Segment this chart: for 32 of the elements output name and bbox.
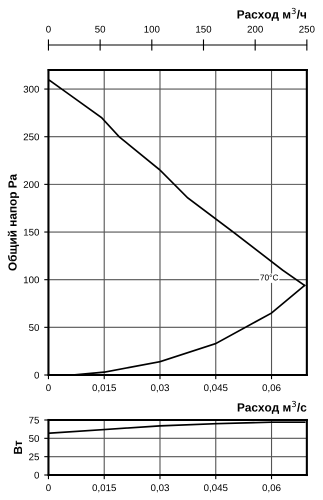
x2-tick-label: 150 bbox=[196, 26, 212, 33]
x-tick-label: 0,015 bbox=[92, 484, 116, 492]
y-tick-label: 100 bbox=[24, 276, 40, 284]
y-tick-label: 0 bbox=[34, 372, 40, 379]
x-tick-label: 0,045 bbox=[204, 384, 228, 392]
y-tick-label: 75 bbox=[29, 416, 40, 424]
x-tick-label: 0 bbox=[46, 384, 51, 392]
x-tick-label: 0 bbox=[46, 484, 51, 492]
x-tick-label: 0,03 bbox=[150, 484, 170, 492]
y-tick-label: 50 bbox=[29, 324, 40, 331]
x-tick-label: 0,015 bbox=[92, 384, 116, 392]
y-tick-label: 50 bbox=[29, 435, 40, 442]
y-tick-label: 300 bbox=[24, 86, 40, 93]
y-tick-label: 150 bbox=[24, 228, 40, 236]
y-axis-title: Вт bbox=[14, 440, 22, 454]
x2-tick-label: 100 bbox=[144, 26, 160, 33]
x2-tick-label: 0 bbox=[46, 26, 51, 33]
annotation: 70°C bbox=[260, 274, 278, 280]
y-tick-label: 25 bbox=[29, 453, 40, 460]
x2-tick-label: 250 bbox=[299, 26, 315, 33]
x-tick-label: 0,06 bbox=[262, 484, 281, 492]
y-axis-title: Общий напор Ра bbox=[8, 174, 20, 271]
x2-axis-title: Расход м$^{3}$/ч bbox=[238, 8, 306, 21]
x-tick-label: 0,045 bbox=[204, 484, 228, 492]
y-tick-label: 0 bbox=[34, 472, 40, 479]
x2-tick-label: 50 bbox=[95, 26, 106, 33]
y-tick-label: 250 bbox=[24, 133, 40, 140]
x2-tick-label: 200 bbox=[248, 26, 263, 33]
x-axis-title: Расход м$^{3}$/с bbox=[238, 400, 306, 414]
y-tick-label: 200 bbox=[24, 181, 40, 188]
x-tick-label: 0,06 bbox=[262, 384, 281, 392]
x-tick-label: 0,03 bbox=[150, 384, 170, 392]
